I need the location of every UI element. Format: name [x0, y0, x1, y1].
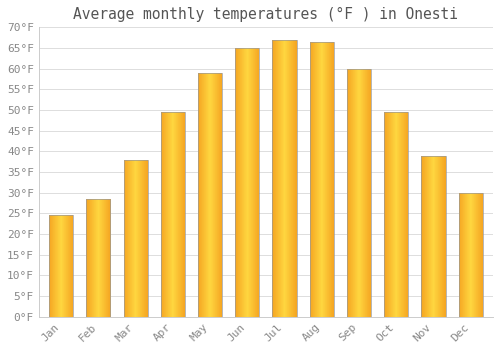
Bar [49, 216, 73, 317]
Bar [310, 42, 334, 317]
Bar [160, 112, 185, 317]
Title: Average monthly temperatures (°F ) in Onesti: Average monthly temperatures (°F ) in On… [74, 7, 458, 22]
Bar [384, 112, 408, 317]
Bar [347, 69, 371, 317]
Bar [272, 40, 296, 317]
Bar [86, 199, 110, 317]
Bar [458, 193, 483, 317]
Bar [422, 155, 446, 317]
Bar [124, 160, 148, 317]
Bar [235, 48, 260, 317]
Bar [198, 73, 222, 317]
